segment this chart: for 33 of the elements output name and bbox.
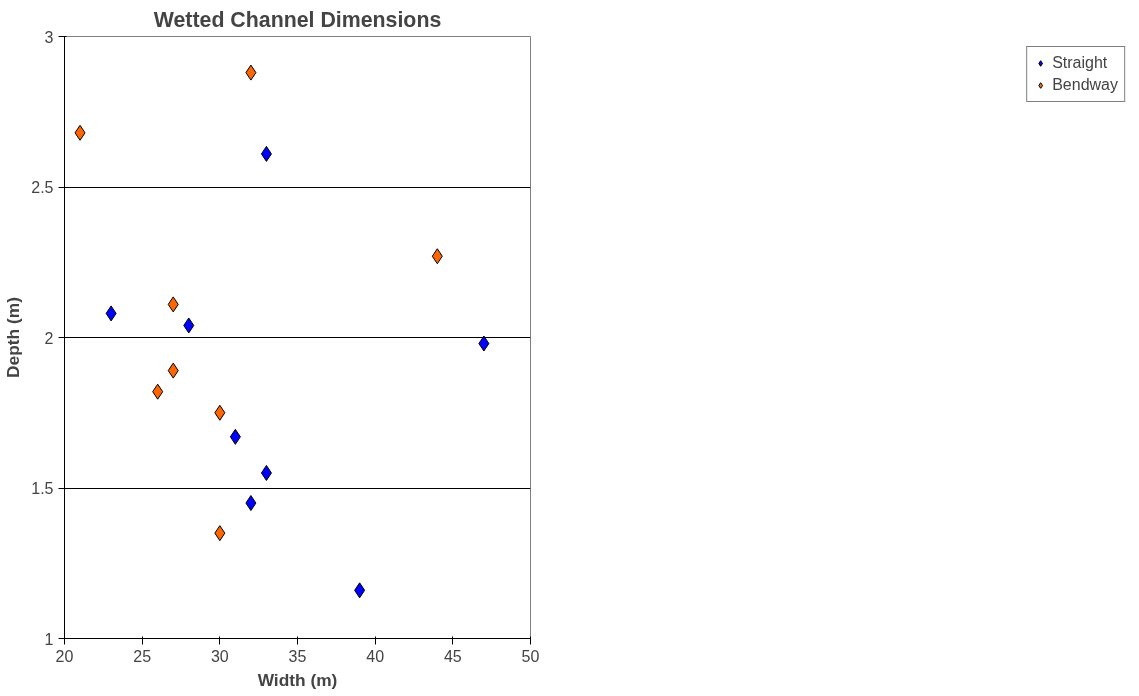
point <box>152 383 164 400</box>
point <box>354 582 366 599</box>
x-tick-label: 50 <box>521 647 540 665</box>
x-tick-label: 45 <box>443 647 462 665</box>
x-tick-label: 40 <box>366 647 385 665</box>
point <box>167 362 179 379</box>
y-tick-label: 1 <box>44 630 54 648</box>
point <box>431 248 443 265</box>
point <box>105 305 117 322</box>
x-tick-label: 25 <box>133 647 152 665</box>
x-tick-label: 35 <box>288 647 307 665</box>
x-tick-label: 20 <box>55 647 74 665</box>
y-tick-label: 3 <box>44 28 54 46</box>
point <box>167 296 179 313</box>
x-axis-title: Width (m) <box>257 669 338 690</box>
point <box>214 404 226 421</box>
legend-label: Straight <box>1052 54 1108 72</box>
point <box>260 464 272 481</box>
legend-label: Bendway <box>1052 76 1118 94</box>
y-tick-label: 1.5 <box>31 480 54 497</box>
point <box>260 145 272 162</box>
point <box>478 335 490 352</box>
point <box>214 525 226 542</box>
y-tick-label: 2 <box>44 329 54 347</box>
point <box>245 64 257 81</box>
point <box>245 495 257 512</box>
point <box>229 428 241 445</box>
point <box>183 317 195 334</box>
x-tick-label: 30 <box>210 647 229 665</box>
point <box>74 124 86 141</box>
y-tick-label: 2.5 <box>31 179 54 196</box>
y-axis-title: Depth (m) <box>3 297 24 378</box>
chart-title: Wetted Channel Dimensions <box>153 7 442 32</box>
